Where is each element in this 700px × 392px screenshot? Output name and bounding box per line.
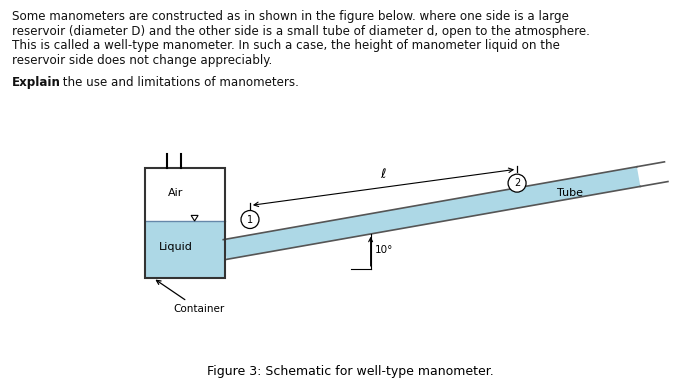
Text: This is called a well-type manometer. In such a case, the height of manometer li: This is called a well-type manometer. In… [12,39,560,52]
Text: 1: 1 [247,214,253,225]
Text: Liquid: Liquid [158,241,193,252]
Text: Air: Air [168,188,183,198]
Text: Tube: Tube [557,188,583,198]
Polygon shape [223,167,640,260]
Polygon shape [191,215,198,221]
Text: reservoir (diameter D) and the other side is a small tube of diameter d, open to: reservoir (diameter D) and the other sid… [12,25,590,38]
Text: Figure 3: Schematic for well-type manometer.: Figure 3: Schematic for well-type manome… [206,365,494,378]
Text: 2: 2 [514,178,520,188]
Text: Explain: Explain [12,76,61,89]
Text: Container: Container [157,280,224,314]
Circle shape [508,174,526,192]
Bar [145,221,225,278]
Text: 10°: 10° [374,245,393,254]
Text: reservoir side does not change appreciably.: reservoir side does not change appreciab… [12,53,272,67]
Text: the use and limitations of manometers.: the use and limitations of manometers. [59,76,299,89]
Text: $\ell$: $\ell$ [380,167,387,181]
Text: Some manometers are constructed as in shown in the figure below. where one side : Some manometers are constructed as in sh… [12,10,569,23]
Bar [145,168,225,278]
Circle shape [241,211,259,229]
